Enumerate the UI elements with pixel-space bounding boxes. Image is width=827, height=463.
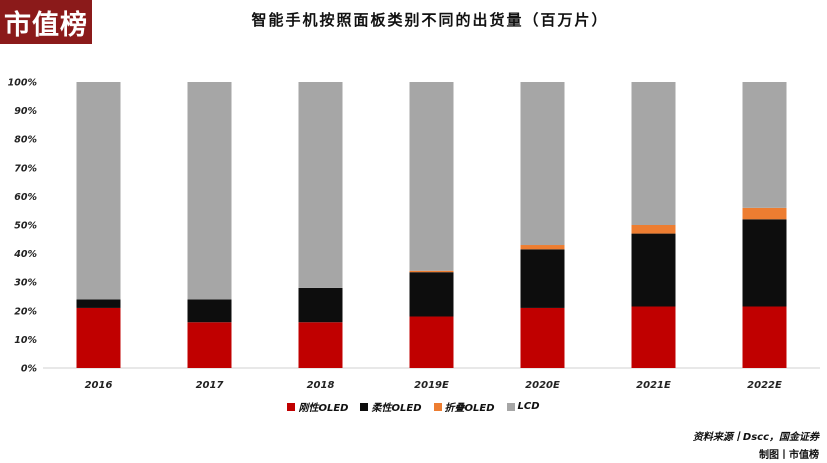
legend-swatch-foldable-oled xyxy=(433,402,442,411)
bar-2021E-series-2 xyxy=(631,225,676,234)
legend-label-lcd: LCD xyxy=(517,401,540,412)
y-tick-label: 0% xyxy=(21,364,37,375)
y-tick-label: 80% xyxy=(14,135,37,146)
bar-2022E-series-3 xyxy=(742,82,787,208)
x-tick-label: 2016 xyxy=(85,380,113,391)
chart: 0% 10% 20% 30% 40% 50% 60% 70% 80% 90% 100% 2016 201… xyxy=(8,78,820,391)
x-tick-label: 2022E xyxy=(747,380,782,391)
bar-2020E-series-2 xyxy=(520,245,565,250)
bar-2016-series-0 xyxy=(76,307,121,368)
legend-item-lcd: LCD xyxy=(506,399,540,414)
legend-label-rigid-oled: 刚性OLED xyxy=(298,403,349,414)
bar-2020E-series-1 xyxy=(520,249,565,308)
bar-2021E-series-0 xyxy=(631,306,676,368)
bar-2020E-series-3 xyxy=(520,82,565,246)
x-tick-label: 2017 xyxy=(196,380,224,391)
legend-swatch-rigid-oled xyxy=(287,402,296,411)
y-tick-label: 50% xyxy=(14,221,37,232)
bar-2021E-series-1 xyxy=(631,233,676,307)
y-tick-label: 100% xyxy=(8,78,37,89)
bar-2019E-series-2 xyxy=(409,270,454,273)
bar-2021E-series-3 xyxy=(631,82,676,225)
x-tick-label: 2018 xyxy=(307,380,335,391)
y-tick-label: 30% xyxy=(14,278,37,289)
logo: 市值榜 xyxy=(0,0,92,44)
bar-2017-series-0 xyxy=(187,322,232,368)
x-tick-label: 2021E xyxy=(636,380,671,391)
x-tick-label: 2019E xyxy=(414,380,449,391)
chart-title: 智能手机按照面板类别不同的出货量（百万片） xyxy=(251,11,609,29)
legend-label-flexible-oled: 柔性OLED xyxy=(371,403,422,414)
legend-item-foldable-oled: 折叠OLED xyxy=(433,399,495,414)
bar-2022E-series-2 xyxy=(742,207,787,220)
legend-label-foldable-oled: 折叠OLED xyxy=(444,403,495,414)
bar-2016-series-1 xyxy=(76,299,121,308)
y-tick-label: 90% xyxy=(14,106,37,117)
bar-2022E-series-1 xyxy=(742,219,787,307)
legend-swatch-lcd xyxy=(506,402,515,411)
bar-2018-series-0 xyxy=(298,322,343,368)
x-tick-label: 2020E xyxy=(525,380,560,391)
bar-2019E-series-1 xyxy=(409,272,454,317)
legend: 刚性OLED 柔性OLED 折叠OLED LCD xyxy=(0,399,827,414)
y-tick-label: 60% xyxy=(14,192,37,203)
bar-2017-series-3 xyxy=(187,82,232,300)
source-note: 资料来源丨Dscc，国金证券 xyxy=(692,432,819,443)
legend-item-rigid-oled: 刚性OLED xyxy=(287,399,348,414)
y-tick-label: 70% xyxy=(14,163,37,174)
legend-swatch-flexible-oled xyxy=(360,402,369,411)
bar-2016-series-3 xyxy=(76,82,121,300)
bar-2019E-series-0 xyxy=(409,316,454,368)
bar-2018-series-1 xyxy=(298,287,343,323)
legend-item-flexible-oled: 柔性OLED xyxy=(360,399,422,414)
bar-2017-series-1 xyxy=(187,299,232,323)
y-tick-label: 10% xyxy=(14,335,37,346)
credit-note: 制图丨市值榜 xyxy=(759,450,819,461)
bar-2019E-series-3 xyxy=(409,82,454,271)
bar-2018-series-3 xyxy=(298,82,343,288)
y-tick-label: 20% xyxy=(14,306,37,317)
y-tick-label: 40% xyxy=(13,249,37,260)
bar-2020E-series-0 xyxy=(520,307,565,368)
bar-2022E-series-0 xyxy=(742,306,787,368)
